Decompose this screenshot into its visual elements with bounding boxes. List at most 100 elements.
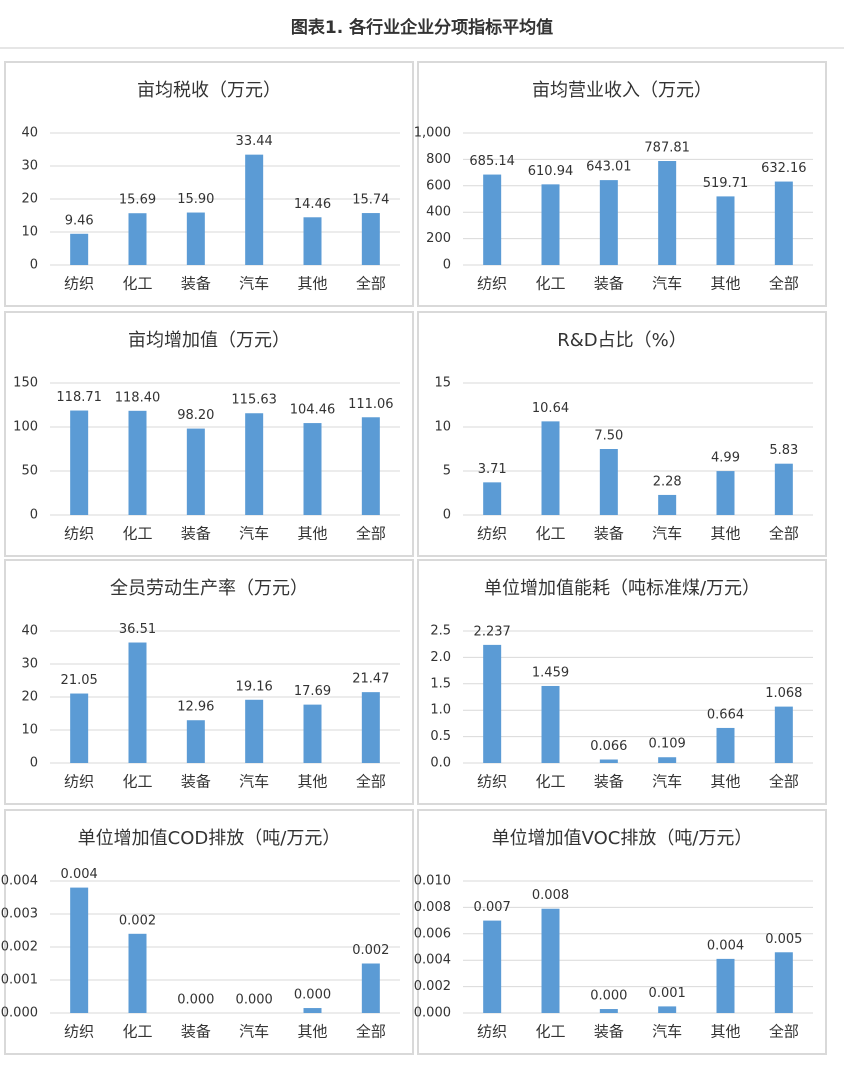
value-label: 0.004 — [61, 867, 98, 882]
y-tick-label: 10 — [21, 723, 38, 738]
y-tick-label: 0 — [30, 756, 38, 771]
bar — [483, 920, 502, 1013]
value-label: 115.63 — [231, 393, 277, 408]
x-tick-label: 装备 — [181, 773, 211, 791]
value-label: 1.459 — [532, 665, 569, 680]
y-tick-label: 40 — [21, 624, 38, 639]
y-tick-label: 0.004 — [414, 953, 451, 968]
y-tick-label: 50 — [21, 464, 38, 479]
value-label: 104.46 — [290, 403, 336, 418]
x-tick-label: 其他 — [297, 1023, 327, 1041]
bar — [245, 413, 264, 515]
y-tick-label: 400 — [426, 205, 451, 220]
x-tick-label: 化工 — [122, 1023, 152, 1041]
bar — [716, 196, 735, 265]
chart-title: 全员劳动生产率（万元） — [110, 578, 308, 599]
value-label: 0.007 — [474, 900, 511, 915]
y-tick-label: 40 — [21, 126, 38, 141]
chart-title: 单位增加值COD排放（吨/万元） — [78, 828, 341, 849]
chart-title: 单位增加值VOC排放（吨/万元） — [492, 828, 753, 849]
bar — [70, 887, 89, 1013]
bar — [186, 720, 205, 763]
panel — [4, 311, 414, 557]
y-tick-label: 800 — [426, 152, 451, 167]
value-label: 33.44 — [236, 134, 273, 149]
bar — [303, 423, 322, 515]
bar — [128, 410, 147, 515]
x-tick-label: 装备 — [594, 773, 624, 791]
y-tick-label: 5 — [443, 464, 451, 479]
x-tick-label: 其他 — [710, 275, 740, 293]
y-tick-label: 20 — [21, 690, 38, 705]
value-label: 118.71 — [56, 390, 102, 405]
y-tick-label: 0 — [30, 508, 38, 523]
bar — [716, 471, 735, 515]
value-label: 14.46 — [294, 197, 331, 212]
chart-title: 亩均税收（万元） — [137, 80, 281, 101]
bar — [361, 213, 380, 265]
value-label: 0.002 — [352, 943, 389, 958]
y-tick-label: 200 — [426, 231, 451, 246]
x-tick-label: 装备 — [181, 525, 211, 543]
y-tick-label: 600 — [426, 178, 451, 193]
value-label: 118.40 — [115, 390, 161, 405]
value-label: 21.05 — [61, 673, 98, 688]
y-tick-label: 0.004 — [1, 874, 38, 889]
bar — [186, 428, 205, 515]
y-tick-label: 0.006 — [414, 926, 451, 941]
value-label: 0.066 — [590, 739, 627, 754]
y-tick-label: 1,000 — [414, 126, 451, 141]
y-tick-label: 150 — [13, 376, 38, 391]
x-tick-label: 汽车 — [652, 525, 682, 543]
value-label: 632.16 — [761, 161, 807, 176]
y-tick-label: 0 — [443, 508, 451, 523]
value-label: 0.000 — [177, 993, 214, 1008]
bar — [541, 908, 560, 1013]
y-tick-label: 0.002 — [414, 979, 451, 994]
x-tick-label: 全部 — [356, 525, 386, 543]
chart-title: 单位增加值能耗（吨标准煤/万元） — [484, 578, 760, 599]
bar — [70, 410, 89, 515]
value-label: 36.51 — [119, 622, 156, 637]
value-label: 519.71 — [703, 176, 749, 191]
y-tick-label: 15 — [434, 376, 451, 391]
y-tick-label: 100 — [13, 420, 38, 435]
bar — [774, 952, 793, 1013]
x-tick-label: 其他 — [297, 275, 327, 293]
bar — [599, 1009, 618, 1013]
chart-title: 亩均增加值（万元） — [128, 330, 290, 351]
panel — [4, 809, 414, 1055]
x-tick-label: 其他 — [710, 525, 740, 543]
panel — [4, 559, 414, 805]
x-tick-label: 汽车 — [239, 773, 269, 791]
y-tick-label: 0.000 — [1, 1006, 38, 1021]
value-label: 21.47 — [352, 672, 389, 687]
y-tick-label: 1.0 — [430, 703, 451, 718]
bar — [303, 217, 322, 265]
bar — [599, 180, 618, 265]
x-tick-label: 化工 — [122, 773, 152, 791]
value-label: 1.068 — [765, 686, 802, 701]
x-tick-label: 汽车 — [652, 275, 682, 293]
bar — [483, 644, 502, 763]
value-label: 0.002 — [119, 913, 156, 928]
x-tick-label: 化工 — [122, 275, 152, 293]
x-tick-label: 汽车 — [239, 525, 269, 543]
bar — [303, 704, 322, 763]
x-tick-label: 汽车 — [239, 275, 269, 293]
bar — [599, 759, 618, 763]
bar — [541, 685, 560, 763]
x-tick-label: 纺织 — [64, 773, 94, 791]
bar — [658, 757, 677, 763]
x-tick-label: 装备 — [594, 275, 624, 293]
y-tick-label: 0.010 — [414, 874, 451, 889]
bar — [303, 1008, 322, 1013]
value-label: 2.237 — [474, 624, 511, 639]
x-tick-label: 全部 — [769, 773, 799, 791]
chart-title: R&D占比（%） — [557, 330, 687, 351]
panel — [417, 61, 827, 307]
x-tick-label: 纺织 — [477, 773, 507, 791]
x-tick-label: 全部 — [769, 275, 799, 293]
y-tick-label: 0.000 — [414, 1006, 451, 1021]
y-tick-label: 20 — [21, 192, 38, 207]
